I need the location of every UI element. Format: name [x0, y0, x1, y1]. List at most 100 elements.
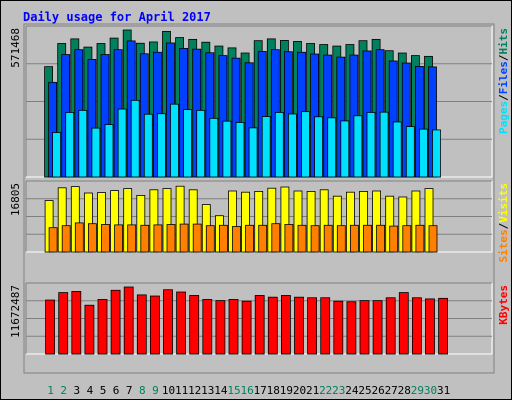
x-tick-day-8: 8	[139, 384, 146, 397]
bar-sites-day-14	[218, 224, 228, 253]
bar-sites-day-4	[88, 223, 97, 253]
plot-outline	[23, 23, 495, 374]
bar-sites-day-12	[192, 223, 202, 253]
legend-separator: /	[497, 54, 510, 61]
panel-max-label: 16805	[9, 183, 22, 216]
bar-sites-day-7	[127, 224, 137, 253]
x-tick-day-24: 24	[345, 384, 359, 397]
x-tick-day-26: 26	[371, 384, 384, 397]
bar-sites-day-22	[323, 224, 333, 253]
x-tick-day-30: 30	[424, 384, 437, 397]
bar-sites-day-24	[349, 224, 359, 253]
panel-visits-sites: 16805 Sites/Visits	[9, 180, 510, 263]
bar-kbytes-day-13	[202, 299, 213, 355]
legend-separator: /	[497, 222, 510, 229]
x-tick-day-1: 1	[47, 384, 54, 397]
bar-kbytes-day-31	[438, 297, 449, 355]
x-tick-day-27: 27	[385, 384, 398, 397]
bar-sites-day-25	[363, 224, 372, 253]
bar-sites-day-28	[402, 225, 412, 253]
bar-pages-day-14	[222, 120, 232, 178]
bar-sites-day-20	[297, 224, 307, 253]
bar-pages-day-11	[183, 109, 193, 178]
bar-pages-day-24	[353, 115, 363, 178]
panel-legend: Sites/Visits	[497, 183, 510, 263]
bar-kbytes-day-3	[71, 291, 82, 355]
x-tick-day-22: 22	[319, 384, 332, 397]
bar-pages-day-26	[379, 111, 389, 178]
panel-max-label: 11672487	[9, 285, 22, 338]
bar-pages-day-29	[418, 128, 428, 178]
bar-kbytes-day-15	[228, 299, 239, 355]
bar-kbytes-day-16	[241, 300, 252, 355]
series-pages	[52, 99, 441, 178]
x-tick-day-9: 9	[152, 384, 159, 397]
bar-kbytes-day-14	[215, 300, 226, 355]
bar-pages-day-21	[314, 116, 324, 178]
bar-pages-day-28	[405, 126, 415, 178]
bar-pages-day-20	[301, 111, 310, 178]
x-tick-day-19: 19	[280, 384, 293, 397]
bar-pages-day-16	[248, 127, 258, 178]
legend-text: KBytes	[497, 285, 510, 325]
legend-pages: Pages	[497, 101, 510, 134]
bar-sites-day-2	[61, 225, 71, 253]
x-tick-day-25: 25	[358, 384, 371, 397]
bar-kbytes-day-28	[398, 292, 409, 355]
bar-pages-day-15	[235, 122, 245, 178]
bar-kbytes-day-20	[294, 296, 304, 355]
bar-sites-day-6	[114, 224, 123, 253]
bar-kbytes-day-6	[110, 289, 121, 355]
bar-sites-day-5	[101, 224, 110, 253]
x-tick-day-15: 15	[227, 384, 240, 397]
x-tick-day-4: 4	[87, 384, 94, 397]
bar-kbytes-day-26	[372, 300, 383, 355]
bar-pages-day-27	[392, 121, 402, 178]
bar-kbytes-day-9	[149, 295, 160, 355]
bar-pages-day-5	[104, 124, 114, 178]
legend-visits: Visits	[497, 183, 510, 223]
legend-separator: /	[497, 94, 510, 101]
legend-files: Files	[497, 61, 510, 94]
bar-kbytes-day-18	[267, 296, 278, 355]
bar-kbytes-day-30	[425, 298, 435, 355]
x-tick-day-3: 3	[73, 384, 80, 397]
panels: 571468Pages/Files/Hits16805Sites/Visits1…	[9, 23, 510, 374]
bar-sites-day-11	[179, 223, 189, 253]
legend-text: Pages/Files/Hits	[497, 28, 510, 134]
x-tick-day-16: 16	[240, 384, 253, 397]
x-tick-day-23: 23	[332, 384, 345, 397]
legend-kbytes: KBytes	[497, 285, 510, 325]
bar-kbytes-day-17	[254, 295, 265, 355]
x-tick-day-5: 5	[100, 384, 107, 397]
x-tick-day-13: 13	[201, 384, 214, 397]
bar-sites-day-26	[376, 224, 386, 253]
bar-kbytes-day-29	[411, 297, 422, 355]
bar-sites-day-30	[428, 225, 438, 253]
legend-hits: Hits	[497, 28, 510, 55]
bar-kbytes-day-5	[97, 299, 108, 355]
bar-sites-day-17	[258, 224, 268, 253]
series-visits	[44, 185, 434, 253]
bar-kbytes-day-8	[136, 294, 147, 355]
bar-sites-day-15	[232, 226, 241, 253]
series-kbytes	[45, 286, 449, 355]
x-tick-day-2: 2	[60, 384, 67, 397]
bar-pages-day-4	[91, 127, 101, 178]
bar-pages-day-23	[340, 120, 350, 178]
bar-kbytes-day-25	[359, 300, 370, 355]
bar-kbytes-day-27	[385, 297, 396, 355]
bar-sites-day-16	[245, 224, 255, 253]
bar-kbytes-day-1	[45, 299, 55, 355]
bar-pages-day-3	[78, 109, 88, 178]
bar-sites-day-13	[205, 225, 215, 253]
x-tick-day-11: 11	[175, 384, 188, 397]
x-tick-day-7: 7	[126, 384, 133, 397]
panel-kbytes: 11672487 KBytes	[9, 282, 510, 355]
legend-sites: Sites	[497, 229, 510, 262]
panel-max-label: 571468	[9, 28, 22, 68]
bar-sites-day-23	[336, 225, 346, 253]
bar-pages-day-12	[196, 109, 206, 178]
